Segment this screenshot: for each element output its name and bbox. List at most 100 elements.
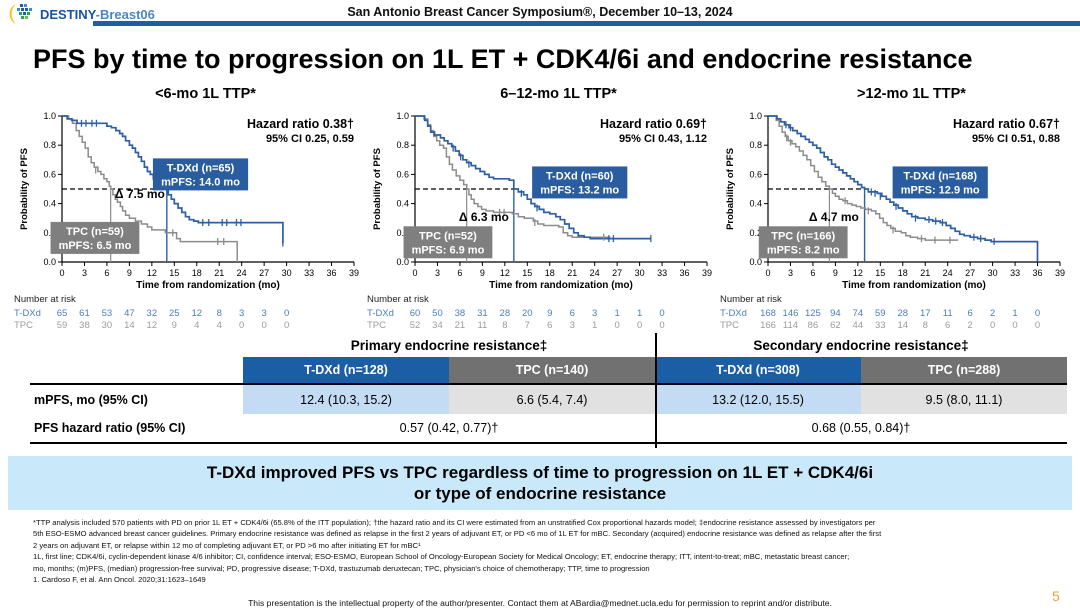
svg-text:12: 12 xyxy=(191,308,202,319)
svg-text:21: 21 xyxy=(214,268,224,278)
row-label-hazard-ratio: PFS hazard ratio (95% CI) xyxy=(30,414,243,444)
svg-text:86: 86 xyxy=(808,320,819,331)
conclusion-banner: T-DXd improved PFS vs TPC regardless of … xyxy=(8,456,1072,510)
svg-text:33: 33 xyxy=(304,268,314,278)
svg-text:2: 2 xyxy=(990,308,995,319)
svg-text:0: 0 xyxy=(59,268,64,278)
svg-text:mPFS: 6.9 mo: mPFS: 6.9 mo xyxy=(412,244,485,256)
chart-title-under6mo: <6-mo 1L TTP* xyxy=(155,86,256,102)
svg-text:61: 61 xyxy=(79,308,90,319)
svg-text:Probability of PFS: Probability of PFS xyxy=(725,148,736,230)
svg-text:Δ 7.5 mo: Δ 7.5 mo xyxy=(115,187,165,201)
table-vertical-divider xyxy=(655,333,657,448)
svg-text:12: 12 xyxy=(147,268,157,278)
svg-text:30: 30 xyxy=(988,268,998,278)
mpfs-tdxd-secondary: 13.2 (12.0, 15.5) xyxy=(655,385,861,414)
svg-text:47: 47 xyxy=(124,308,135,319)
svg-text:32: 32 xyxy=(147,308,158,319)
svg-text:3: 3 xyxy=(262,308,267,319)
mpfs-tdxd-primary: 12.4 (10.3, 15.2) xyxy=(243,385,449,414)
svg-text:0.6: 0.6 xyxy=(749,169,762,179)
km-plot-under6mo: 1.0 0.8 0.6 0.4 0.2 0.0 0 3 6 9 12 15 18 21 24 27 30 33 36… xyxy=(14,104,367,343)
svg-text:28: 28 xyxy=(500,308,511,319)
svg-text:6: 6 xyxy=(968,308,973,319)
svg-text:mPFS: 6.5 mo: mPFS: 6.5 mo xyxy=(59,240,132,252)
mpfs-tpc-primary: 6.6 (5.4, 7.4) xyxy=(449,385,655,414)
col-header-tdxd-primary: T-DXd (n=128) xyxy=(243,357,449,385)
svg-text:27: 27 xyxy=(259,268,269,278)
svg-text:1: 1 xyxy=(637,308,642,319)
svg-text:Probability of PFS: Probability of PFS xyxy=(19,148,30,230)
km-chart-over12mo: >12-mo 1L TTP* 1.0 0.8 0.6 0.4 0.2 0.0 0 3 6 9 12 1… xyxy=(720,86,1073,343)
svg-text:1: 1 xyxy=(1012,308,1017,319)
study-name-bold: DESTINY xyxy=(40,6,96,22)
svg-text:21: 21 xyxy=(920,268,930,278)
svg-text:74: 74 xyxy=(853,308,864,319)
study-logo-icon xyxy=(9,4,32,24)
svg-text:Time from randomization (mo): Time from randomization (mo) xyxy=(489,280,633,291)
svg-text:0.6: 0.6 xyxy=(396,169,409,179)
svg-text:TPC: TPC xyxy=(720,320,739,331)
svg-text:0.2: 0.2 xyxy=(396,228,409,238)
slide-header: DESTINY-Breast06 San Antonio Breast Canc… xyxy=(0,0,1080,27)
svg-text:44: 44 xyxy=(853,320,864,331)
km-plot-over12mo: 1.0 0.8 0.6 0.4 0.2 0.0 0 3 6 9 12 15 18 21 24 27 30 33 36… xyxy=(720,104,1073,343)
svg-text:mPFS: 13.2 mo: mPFS: 13.2 mo xyxy=(540,184,619,196)
svg-text:24: 24 xyxy=(590,268,600,278)
svg-text:9: 9 xyxy=(480,268,485,278)
svg-text:24: 24 xyxy=(237,268,247,278)
svg-text:0: 0 xyxy=(1035,320,1040,331)
conference-title: San Antonio Breast Cancer Symposium®, De… xyxy=(347,5,733,19)
svg-text:36: 36 xyxy=(1033,268,1043,278)
chart-title-6to12mo: 6–12-mo 1L TTP* xyxy=(500,86,617,102)
footnote-line: 2 years on adjuvant ET, or relapse withi… xyxy=(33,540,421,550)
svg-text:TPC (n=52): TPC (n=52) xyxy=(419,230,477,242)
svg-text:30: 30 xyxy=(282,268,292,278)
svg-text:0.0: 0.0 xyxy=(749,257,762,267)
svg-text:T-DXd (n=65): T-DXd (n=65) xyxy=(167,162,235,174)
svg-text:Time from randomization (mo): Time from randomization (mo) xyxy=(842,280,986,291)
svg-text:39: 39 xyxy=(349,268,359,278)
svg-text:65: 65 xyxy=(57,308,68,319)
svg-text:53: 53 xyxy=(102,308,113,319)
svg-text:3: 3 xyxy=(82,268,87,278)
svg-text:3: 3 xyxy=(788,268,793,278)
svg-text:1: 1 xyxy=(615,308,620,319)
svg-text:T-DXd (n=60): T-DXd (n=60) xyxy=(546,170,614,182)
svg-text:0.4: 0.4 xyxy=(43,199,56,209)
footnote-line: 5th ESO-ESMO advanced breast cancer guid… xyxy=(33,529,882,539)
svg-text:0.0: 0.0 xyxy=(396,257,409,267)
footnotes: *TTP analysis included 570 patients with… xyxy=(33,517,1072,585)
svg-text:15: 15 xyxy=(169,268,179,278)
svg-text:50: 50 xyxy=(432,308,443,319)
svg-text:39: 39 xyxy=(702,268,712,278)
svg-text:36: 36 xyxy=(327,268,337,278)
svg-text:60: 60 xyxy=(410,308,421,319)
svg-text:0: 0 xyxy=(659,308,664,319)
endocrine-resistance-table: Primary endocrine resistance‡ Secondary … xyxy=(30,333,1067,448)
col-header-tpc-secondary: TPC (n=288) xyxy=(861,357,1067,385)
chart-title-over12mo: >12-mo 1L TTP* xyxy=(857,86,966,102)
km-chart-under6mo: <6-mo 1L TTP* 1.0 0.8 0.6 0.4 0.2 0.0 0 3 6 9 12 15… xyxy=(14,86,367,343)
svg-text:1.0: 1.0 xyxy=(396,111,409,121)
svg-text:9: 9 xyxy=(172,320,177,331)
km-plot-6to12mo: 1.0 0.8 0.6 0.4 0.2 0.0 0 3 6 9 12 15 18 21 24 27 30 33 36… xyxy=(367,104,720,343)
svg-text:38: 38 xyxy=(455,308,466,319)
svg-text:33: 33 xyxy=(1010,268,1020,278)
svg-text:0.4: 0.4 xyxy=(749,199,762,209)
svg-text:95% CI 0.43, 1.12: 95% CI 0.43, 1.12 xyxy=(619,133,707,145)
svg-text:TPC: TPC xyxy=(367,320,386,331)
svg-text:0: 0 xyxy=(1012,320,1017,331)
svg-text:0: 0 xyxy=(765,268,770,278)
svg-text:20: 20 xyxy=(522,308,533,319)
svg-text:38: 38 xyxy=(79,320,90,331)
group-header-primary: Primary endocrine resistance‡ xyxy=(350,337,548,353)
svg-text:30: 30 xyxy=(102,320,113,331)
footnote-line: mo, months; (m)PFS, (median) progression… xyxy=(33,563,650,573)
svg-text:18: 18 xyxy=(545,268,555,278)
footnote-line: 1. Cardoso F, et al. Ann Oncol. 2020;31:… xyxy=(33,574,206,584)
svg-text:21: 21 xyxy=(455,320,466,331)
svg-text:11: 11 xyxy=(943,308,953,319)
header-row-blank xyxy=(30,357,243,385)
svg-text:6: 6 xyxy=(810,268,815,278)
